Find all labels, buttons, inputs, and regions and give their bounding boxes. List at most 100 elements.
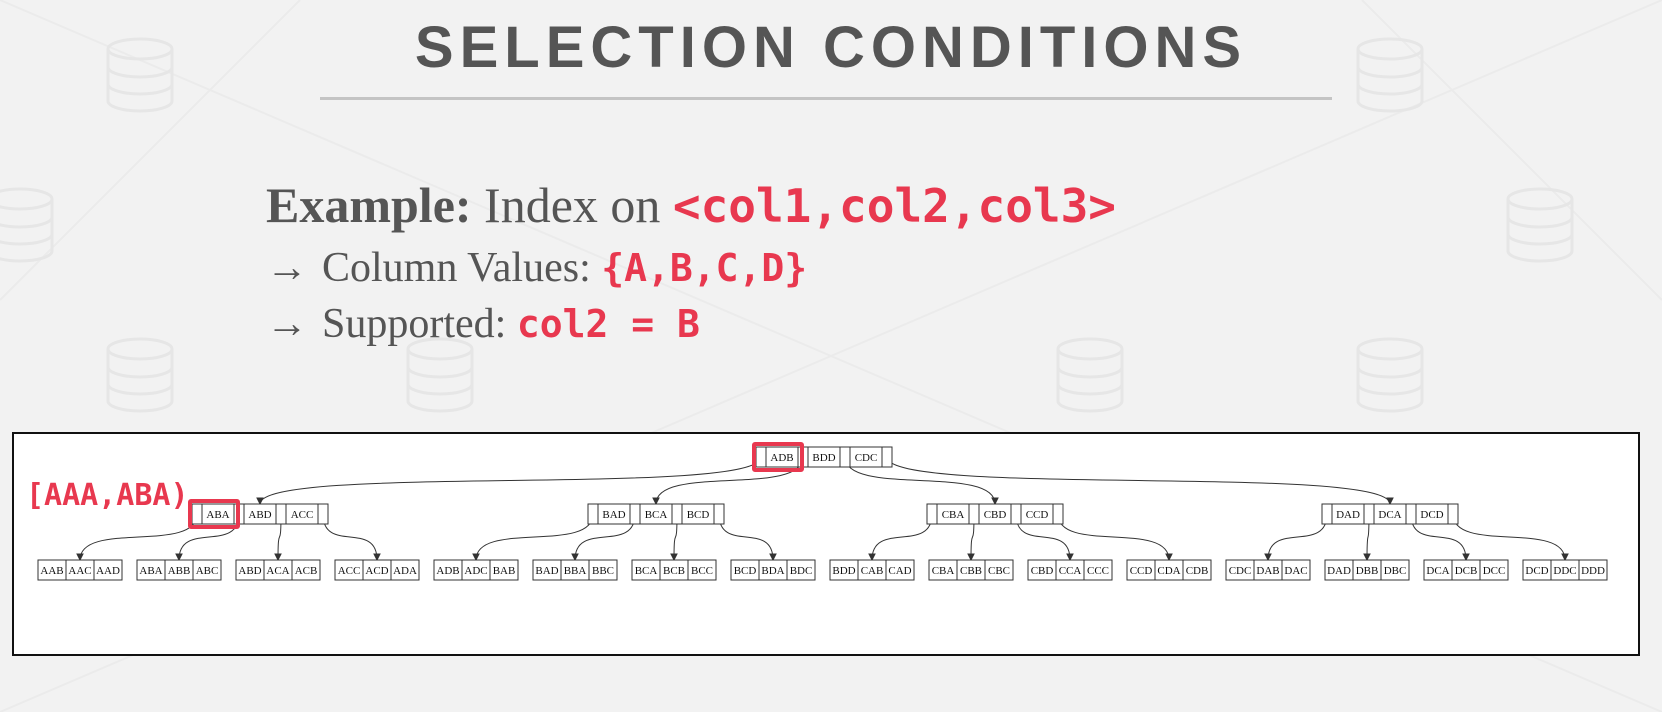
node-key: ABD [248, 509, 271, 521]
leaf-edge [1015, 513, 1071, 561]
leaf-node: ABD ACA ACB [235, 559, 321, 581]
highlight-box [188, 499, 240, 529]
inner-node: ABA ABD ACC [188, 499, 329, 529]
leaf-edge-arrowhead [175, 553, 183, 562]
leaf-key: CCD [1130, 565, 1153, 577]
leaf-key: ACA [266, 565, 289, 577]
leaf-edge [475, 513, 594, 561]
leaf-edge [1267, 513, 1328, 561]
root-edge-arrowhead [256, 497, 264, 506]
node-key: ADB [770, 452, 793, 464]
leaf-key: CDA [1157, 565, 1180, 577]
leaf-node: BCD BDA BDC [730, 559, 816, 581]
leaf-key: DBB [1356, 565, 1379, 577]
leaf-edge-arrowhead [1462, 553, 1470, 562]
range-label: [AAA,ABA) [26, 478, 189, 513]
leaf-node: DCA DCB DCC [1423, 559, 1509, 581]
leaf-key: CBB [960, 565, 982, 577]
leaf-edge-arrowhead [670, 553, 678, 562]
leaf-key: CCC [1087, 565, 1109, 577]
supported-code: col2 = B [516, 302, 700, 346]
leaf-edge [1452, 513, 1566, 561]
leaf-key: ACC [338, 565, 361, 577]
slide-title: SELECTION CONDITIONS [414, 15, 1248, 80]
leaf-edge [1410, 513, 1467, 561]
leaf-key: ACB [295, 565, 318, 577]
leaf-key: CBC [988, 565, 1010, 577]
leaf-edge [1057, 513, 1170, 561]
node-key: CBD [984, 509, 1007, 521]
leaf-node: DAD DBB DBC [1324, 559, 1410, 581]
leaf-node: DCD DDC DDD [1522, 559, 1608, 581]
leaf-box [1324, 559, 1410, 581]
arrow-icon: → [266, 301, 308, 347]
leaf-box [1225, 559, 1311, 581]
leaf-edge-arrowhead [1363, 553, 1371, 562]
root-node: ADB BDD CDC [752, 442, 893, 472]
leaf-box [928, 559, 1014, 581]
leaf-edge-arrowhead [769, 553, 777, 562]
leaf-box [631, 559, 717, 581]
root-edge-arrowhead [991, 497, 999, 506]
leaf-key: DAB [1256, 565, 1279, 577]
example-code: <col1,col2,col3> [672, 179, 1116, 233]
leaf-key: DCD [1525, 565, 1548, 577]
leaf-box [829, 559, 915, 581]
node-key: ACC [291, 509, 314, 521]
node-key: BDD [812, 452, 835, 464]
leaf-key: CBD [1031, 565, 1054, 577]
leaf-key: BBC [592, 565, 614, 577]
leaf-key: ADA [393, 565, 417, 577]
leaf-node: ADB ADC BAB [433, 559, 519, 581]
leaf-edge-arrowhead [1561, 553, 1569, 562]
leaf-node: ACC ACD ADA [334, 559, 420, 581]
root-edge [844, 456, 996, 505]
tree-edges [76, 456, 1569, 562]
leaf-edge-arrowhead [472, 553, 480, 562]
leaf-box [433, 559, 519, 581]
highlight-box [752, 442, 804, 472]
leaf-key: ACD [365, 565, 388, 577]
leaf-edge-arrowhead [571, 553, 579, 562]
example-label: Example: [266, 177, 472, 233]
leaf-key: BCC [691, 565, 713, 577]
leaf-box [37, 559, 123, 581]
title-divider [320, 97, 1332, 100]
node-key: DCD [1420, 509, 1443, 521]
node-key: DCA [1378, 509, 1401, 521]
leaf-edge [871, 513, 933, 561]
column-values-text: Column Values: [322, 245, 591, 291]
leaf-box [235, 559, 321, 581]
leaf-key: DBC [1384, 565, 1407, 577]
leaf-box [334, 559, 420, 581]
leaf-key: DCB [1455, 565, 1478, 577]
leaf-key: DDC [1553, 565, 1576, 577]
leaf-key: BCD [734, 565, 757, 577]
node-key: CCD [1026, 509, 1049, 521]
node-key: ABA [206, 509, 229, 521]
leaf-node: BCA BCB BCC [631, 559, 717, 581]
leaf-key: BDD [832, 565, 855, 577]
leaf-key: AAD [96, 565, 120, 577]
leaf-node: CCD CDA CDB [1126, 559, 1212, 581]
leaf-key: BDA [761, 565, 784, 577]
node-key: DAD [1336, 509, 1360, 521]
inner-node: CBA CBD CCD [926, 503, 1064, 525]
leaf-key: ADB [436, 565, 459, 577]
supported-line: → Supported: col2 = B [266, 300, 700, 348]
node-box [587, 503, 725, 525]
leaf-node: CDC DAB DAC [1225, 559, 1311, 581]
leaf-key: BDC [790, 565, 813, 577]
node-box [926, 503, 1064, 525]
leaf-edge-arrowhead [967, 553, 975, 562]
node-key: CDC [855, 452, 878, 464]
leaf-node: CBD CCA CCC [1027, 559, 1113, 581]
leaf-edge-arrowhead [274, 553, 282, 562]
node-key: CBA [942, 509, 965, 521]
leaf-edge [322, 513, 378, 561]
arrow-icon: → [266, 245, 308, 291]
leaf-box [532, 559, 618, 581]
leaf-key: CAD [888, 565, 911, 577]
leaf-key: CDB [1186, 565, 1209, 577]
node-key: BCA [645, 509, 668, 521]
